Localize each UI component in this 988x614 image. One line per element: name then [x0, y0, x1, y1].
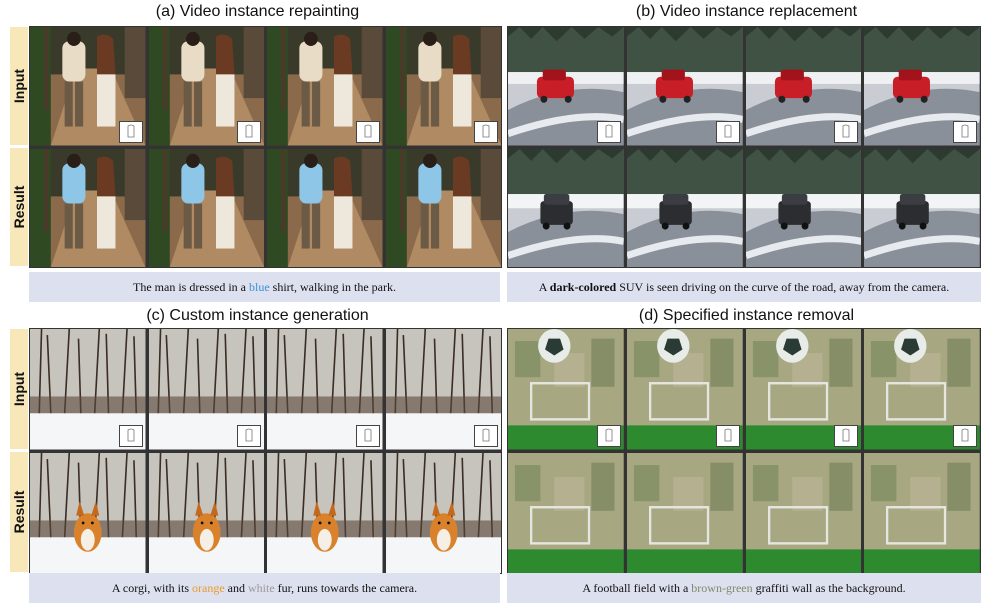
frame-grid [507, 328, 981, 574]
caption-text: and [224, 581, 248, 595]
input-frame [864, 27, 980, 146]
result-frame [746, 453, 862, 574]
input-frame [30, 329, 146, 450]
input-frame [746, 329, 862, 450]
input-frame [386, 329, 502, 450]
result-frame [746, 149, 862, 268]
panel-title: (a) Video instance repainting [155, 3, 360, 20]
panel-video-instance-repainting: (a) Video instance repainting Input Resu… [0, 0, 505, 305]
mask-thumbnail [355, 120, 380, 143]
result-frame [149, 149, 265, 268]
caption-text: A football field with a [582, 581, 692, 595]
row-label-input: Input [10, 27, 28, 145]
result-frame [267, 149, 383, 268]
caption-highlight: orange [192, 581, 225, 595]
frame-grid [29, 26, 502, 268]
frame-grid [29, 328, 502, 574]
caption-text: SUV is seen driving on the curve of the … [616, 280, 950, 294]
input-frame [627, 329, 743, 450]
row-label-text: Result [11, 185, 27, 229]
result-frame [267, 453, 383, 574]
row-label-result: Result [10, 148, 28, 266]
mask-thumbnail [953, 424, 977, 447]
panel-title: (d) Specified instance removal [638, 307, 855, 324]
mask-thumbnail [474, 120, 498, 143]
mask-thumbnail [355, 424, 380, 447]
panel-specified-instance-removal: (d) Specified instance removal A footbal… [505, 305, 988, 614]
row-label-text: Result [11, 490, 27, 534]
result-frame [508, 149, 624, 268]
panel-caption: A dark-colored SUV is seen driving on th… [507, 272, 981, 302]
panel-caption: The man is dressed in a blue shirt, walk… [29, 272, 500, 302]
caption-highlight: blue [248, 280, 270, 294]
mask-thumbnail [715, 120, 740, 143]
mask-thumbnail [834, 424, 859, 447]
mask-thumbnail [237, 424, 261, 447]
caption-highlight: white [247, 581, 275, 595]
input-frame [267, 329, 383, 450]
row-label-text: Input [11, 68, 27, 104]
result-frame [864, 453, 980, 574]
result-frame [30, 149, 146, 268]
mask-thumbnail [118, 424, 143, 447]
caption-text: A [538, 280, 550, 294]
row-label-text: Input [11, 371, 27, 407]
mask-thumbnail [237, 120, 261, 143]
caption-highlight: dark-colored [549, 280, 617, 294]
mask-thumbnail [118, 120, 143, 143]
row-label-input: Input [10, 329, 28, 449]
caption-text: shirt, walking in the park. [269, 280, 396, 294]
caption-text: graffiti wall as the background. [752, 581, 906, 595]
panel-caption: A corgi, with its orange and white fur, … [29, 573, 500, 603]
input-frame [508, 27, 624, 146]
input-frame [508, 329, 624, 450]
mask-thumbnail [953, 120, 977, 143]
result-frame [627, 453, 743, 574]
caption-text: The man is dressed in a [133, 280, 249, 294]
input-frame [267, 27, 383, 146]
panel-title: (c) Custom instance generation [146, 307, 369, 324]
frame-grid [507, 26, 981, 268]
caption-highlight: brown-green [691, 581, 753, 595]
input-frame [746, 27, 862, 146]
result-frame [386, 149, 502, 268]
input-frame [386, 27, 502, 146]
mask-thumbnail [474, 424, 498, 447]
input-frame [149, 27, 265, 146]
result-frame [149, 453, 265, 574]
panel-caption: A football field with a brown-green graf… [507, 573, 981, 603]
result-frame [386, 453, 502, 574]
result-frame [508, 453, 624, 574]
result-frame [627, 149, 743, 268]
result-frame [30, 453, 146, 574]
caption-text: A corgi, with its [111, 581, 192, 595]
caption-text: fur, runs towards the camera. [274, 581, 418, 595]
mask-thumbnail [834, 120, 859, 143]
mask-thumbnail [715, 424, 740, 447]
mask-thumbnail [596, 120, 621, 143]
panel-title: (b) Video instance replacement [635, 3, 858, 20]
mask-thumbnail [596, 424, 621, 447]
input-frame [864, 329, 980, 450]
input-frame [627, 27, 743, 146]
input-frame [30, 27, 146, 146]
row-label-result: Result [10, 452, 28, 572]
panel-custom-instance-generation: (c) Custom instance generation Input Res… [0, 305, 505, 614]
input-frame [149, 329, 265, 450]
panel-video-instance-replacement: (b) Video instance replacement A dark-co… [505, 0, 988, 305]
result-frame [864, 149, 980, 268]
